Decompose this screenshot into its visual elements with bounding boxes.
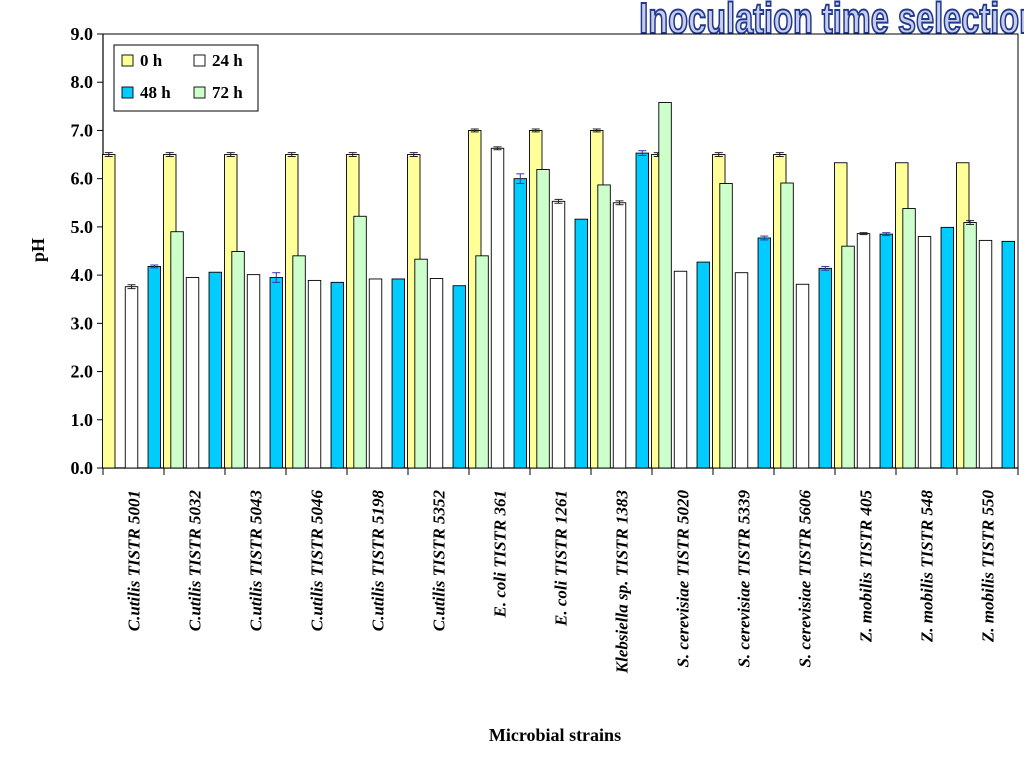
x-category-label: C.utilis TISTR 5001 [125,490,144,631]
bar-24h-5 [368,278,383,469]
x-category-label: C.utilis TISTR 5046 [308,490,327,632]
y-tick-label: 7.0 [71,120,94,140]
bar-72h-14 [963,222,977,469]
legend-label: 48 h [140,83,171,102]
bar-48h-5 [391,278,405,469]
bar-72h-12 [841,245,855,469]
bar-48h-9 [635,152,649,469]
bar-72h-10 [719,183,733,469]
legend-label: 0 h [140,51,163,70]
bar-0h-1 [102,154,116,469]
legend-swatch [121,86,134,99]
bar-48h-15 [1001,240,1015,469]
legend-swatch [193,54,206,67]
bar-48h-2 [208,271,222,469]
bar-24h-14 [917,236,932,469]
bar-72h-2 [231,251,245,469]
bar-72h-9 [658,102,672,469]
bars-group [102,102,1015,469]
bar-48h-4 [330,281,344,469]
bar-72h-6 [475,255,489,469]
bar-72h-3 [292,255,306,469]
legend: 0 h 24 h 48 h 72 h [113,44,259,112]
x-category-label: C.utilis TISTR 5198 [369,490,388,632]
bar-48h-11 [757,237,771,469]
y-tick-label: 3.0 [71,313,94,333]
bar-24h-12 [795,283,810,469]
y-tick-label: 6.0 [71,169,94,189]
legend-swatch [193,86,206,99]
x-category-label: Klebsiella sp. TISTR 1383 [613,490,632,675]
bar-24h-13 [856,233,871,469]
legend-box [113,44,259,112]
bar-24h-2 [185,277,200,469]
bar-72h-4 [353,215,367,469]
bar-24h-9 [612,202,627,469]
bar-72h-11 [780,182,794,469]
bar-48h-10 [696,261,710,469]
y-axis-title: pH [28,238,48,262]
y-tick-label: 1.0 [71,410,94,430]
bar-24h-3 [246,274,261,469]
x-category-label: E. coli TISTR 1261 [552,490,571,627]
bar-48h-3 [269,277,283,469]
bar-72h-8 [597,184,611,469]
x-category-label: Z. mobilis TISTR 550 [979,490,998,644]
y-axis: 0.0 1.0 2.0 3.0 4.0 5.0 6.0 7.0 8.0 9.0 [71,24,104,478]
y-tick-label: 4.0 [71,265,94,285]
bar-48h-6 [452,285,466,469]
x-category-label: Z. mobilis TISTR 548 [918,490,937,644]
bar-72h-13 [902,208,916,469]
y-tick-label: 5.0 [71,217,94,237]
bar-72h-1 [170,231,184,469]
bar-24h-10 [673,270,688,469]
bar-48h-14 [940,226,954,469]
legend-label: 24 h [212,51,243,70]
bar-24h-8 [551,200,566,469]
x-axis: C.utilis TISTR 5001 C.utilis TISTR 5032 C.… [102,467,1019,675]
y-tick-label: 8.0 [71,72,94,92]
legend-swatch [121,54,134,67]
x-category-label: E. coli TISTR 361 [491,490,510,619]
x-category-label: C.utilis TISTR 5032 [186,490,205,632]
x-category-label: C.utilis TISTR 5043 [247,490,266,632]
x-category-label: S. cerevisiae TISTR 5339 [735,490,754,668]
y-tick-label: 0.0 [71,458,94,478]
bar-48h-13 [879,233,893,469]
y-tick-label: 2.0 [71,362,94,382]
bar-72h-7 [536,169,550,469]
bar-48h-1 [147,265,161,469]
x-category-label: S. cerevisiae TISTR 5020 [674,490,693,668]
bar-24h-6 [429,278,444,469]
bar-48h-7 [513,178,527,469]
bar-24h-4 [307,279,322,469]
bar-72h-5 [414,258,428,469]
x-category-label: Z. mobilis TISTR 405 [857,490,876,644]
bar-24h-15 [978,239,993,469]
bar-48h-12 [818,267,832,469]
x-category-label: S. cerevisiae TISTR 5606 [796,490,815,668]
legend-label: 72 h [212,83,243,102]
bar-24h-7 [490,147,505,469]
x-category-label: C.utilis TISTR 5352 [430,490,449,632]
bar-48h-8 [574,218,588,469]
x-axis-title: Microbial strains [489,725,621,745]
bar-24h-11 [734,272,749,469]
y-tick-label: 9.0 [71,24,94,44]
bar-24h-1 [124,286,139,469]
